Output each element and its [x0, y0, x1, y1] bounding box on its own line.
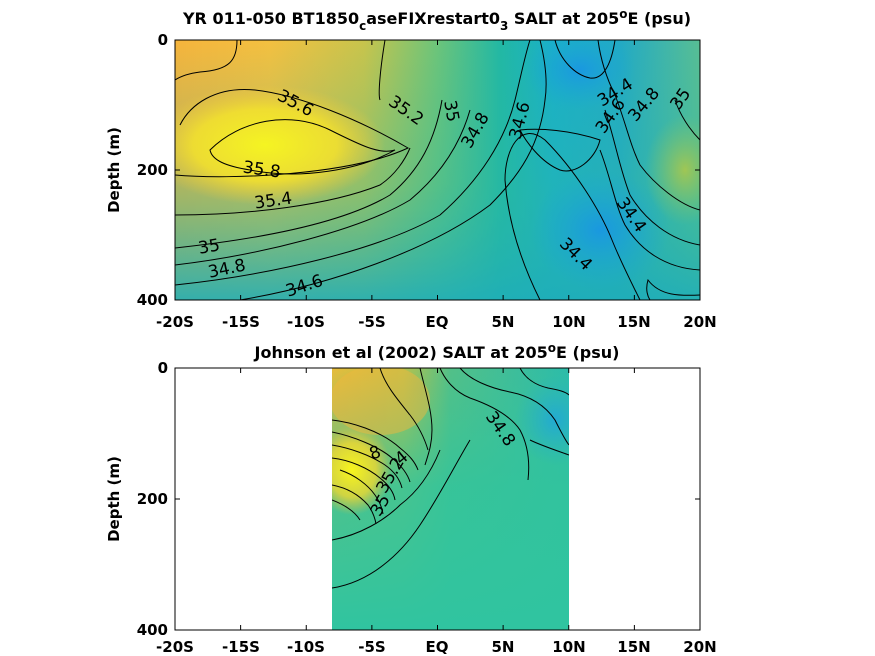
panel2-ticks: [174, 367, 701, 631]
x-tick-label: -20S: [156, 313, 194, 331]
panel1-title: YR 011-050 BT1850caseFIXrestart03 SALT a…: [182, 7, 691, 33]
x-tick-label: 20N: [683, 638, 716, 656]
x-tick-label: EQ: [426, 638, 449, 656]
y-tick-label: 200: [137, 161, 168, 179]
x-tick-label: -5S: [358, 638, 385, 656]
x-tick-label: 15N: [617, 313, 650, 331]
y-tick-label: 0: [158, 359, 168, 377]
panel2-title: Johnson et al (2002) SALT at 205oE (psu): [254, 341, 620, 362]
y-axis-label: Depth (m): [105, 127, 123, 213]
y-tick-label: 400: [137, 621, 168, 639]
x-tick-label: -15S: [222, 638, 260, 656]
y-tick-label: 400: [137, 291, 168, 309]
x-tick-label: 10N: [552, 313, 585, 331]
x-tick-label: 15N: [617, 638, 650, 656]
y-axis-label: Depth (m): [105, 456, 123, 542]
panel1-contours: [175, 40, 700, 300]
x-tick-label: 20N: [683, 313, 716, 331]
panel2-contours: [332, 368, 569, 589]
x-tick-label: -10S: [287, 638, 325, 656]
y-tick-label: 200: [137, 490, 168, 508]
x-tick-label: 5N: [492, 313, 515, 331]
x-tick-label: -10S: [287, 313, 325, 331]
x-tick-label: -15S: [222, 313, 260, 331]
contour-label: 35: [197, 235, 222, 258]
x-tick-label: EQ: [426, 313, 449, 331]
y-tick-label: 0: [158, 31, 168, 49]
x-tick-label: 5N: [492, 638, 515, 656]
x-tick-label: -5S: [358, 313, 385, 331]
panel2-heatmap: [332, 368, 569, 630]
panel1-heatmap: [175, 40, 700, 300]
x-tick-label: 10N: [552, 638, 585, 656]
x-tick-label: -20S: [156, 638, 194, 656]
panel1-ticks: [174, 39, 701, 301]
contour-label: 35: [439, 99, 462, 124]
